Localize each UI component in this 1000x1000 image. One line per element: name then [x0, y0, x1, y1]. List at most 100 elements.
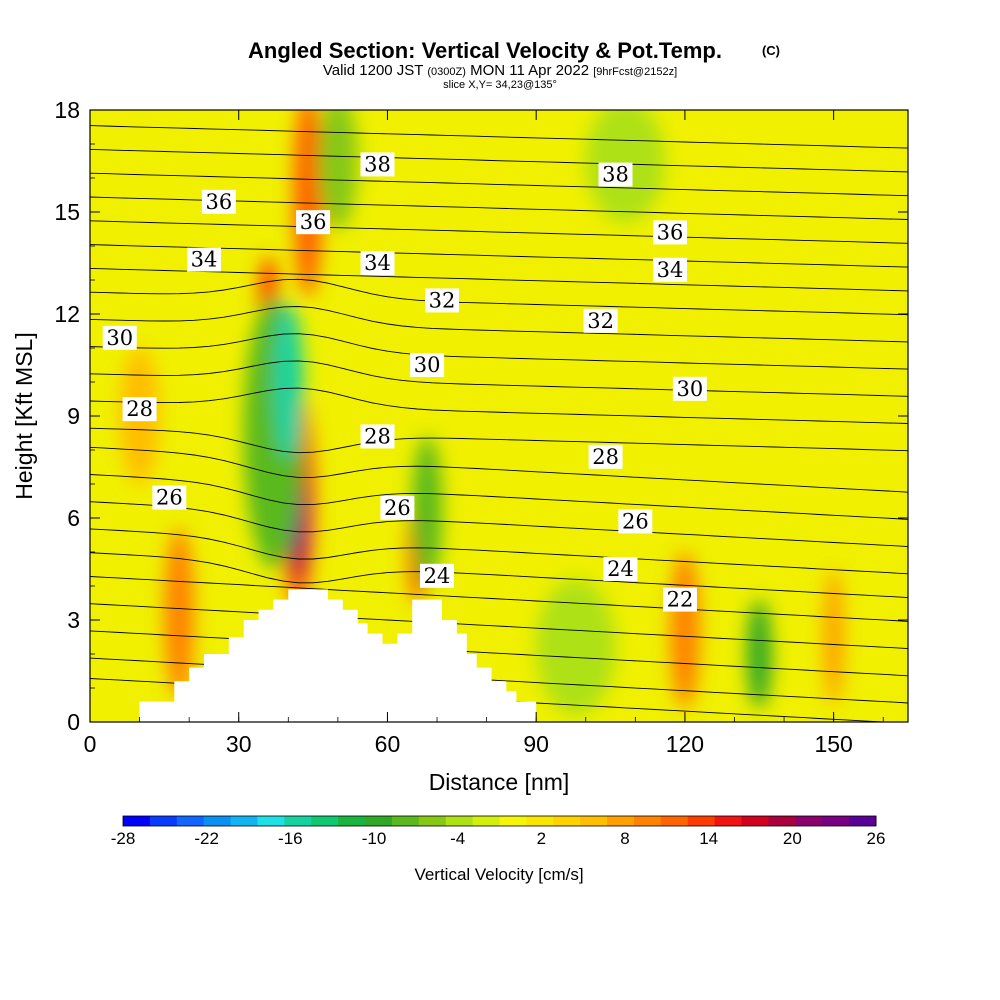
contour-label-box: [588, 444, 623, 469]
chart-title: Angled Section: Vertical Velocity & Pot.…: [248, 38, 722, 63]
contour-label-box: [152, 485, 187, 510]
colorbar-swatch: [607, 816, 635, 826]
y-tick-label: 6: [67, 505, 80, 531]
colorbar-tick-label: 8: [620, 829, 629, 848]
colorbar-swatch: [311, 816, 339, 826]
contour-line: [90, 552, 908, 599]
contour-label-text: 26: [156, 486, 183, 510]
contour-label: 30: [102, 325, 137, 350]
y-tick-label: 9: [67, 403, 80, 429]
velocity-cell: [293, 110, 324, 297]
contour-label-text: 30: [106, 326, 133, 350]
colorbar-tick-label: 26: [867, 829, 886, 848]
contour-label: 34: [653, 257, 688, 282]
velocity-cell: [670, 552, 700, 709]
contour-label-box: [410, 353, 445, 377]
chart-subtitle: Valid 1200 JST (0300Z) MON 11 Apr 2022 […: [323, 62, 677, 79]
subtitle-zulu: (0300Z): [427, 66, 466, 78]
contour-label-text: 38: [602, 163, 629, 187]
velocity-field: [119, 110, 844, 716]
colorbar-tick-label: -4: [450, 829, 465, 848]
contour-label: 24: [420, 563, 455, 588]
contour-label: 26: [380, 495, 415, 520]
contour-label: 28: [360, 424, 395, 449]
colorbar-swatch: [795, 816, 823, 826]
contour-label: 36: [653, 220, 688, 245]
contour-line: [90, 148, 908, 173]
contour-label-text: 32: [587, 309, 614, 333]
contour-label-box: [360, 424, 395, 449]
plot-area: 38 38 36 36 36 34 34 34 32 32 30 30 30 28 28 28 26 26 26 24…: [90, 110, 908, 722]
contour-label-box: [360, 152, 395, 177]
contour-label: 34: [360, 251, 395, 275]
colorbar-swatch: [849, 816, 877, 826]
colorbar-swatch: [472, 816, 500, 826]
colorbar-tick-label: -28: [111, 829, 136, 848]
y-axis-title: Height [Kft MSL]: [11, 332, 37, 499]
velocity-cell: [823, 569, 844, 705]
velocity-cell: [536, 579, 616, 716]
y-tick-label: 18: [54, 97, 80, 123]
subtitle-date: MON 11 Apr 2022: [470, 62, 589, 79]
contour-label-text: 36: [206, 190, 233, 214]
contour-label: 30: [672, 376, 707, 401]
contour-line: [90, 220, 908, 244]
colorbar: -28 -22 -16 -10 -4 2 8 14 20 26: [111, 815, 886, 848]
contour-line: [90, 172, 908, 197]
colorbar-swatch: [123, 816, 151, 826]
contour-label: 36: [201, 189, 236, 214]
contour-label-box: [360, 251, 395, 275]
colorbar-swatch: [633, 816, 662, 826]
colorbar-swatch: [660, 816, 689, 826]
colorbar-tick-label: -10: [362, 829, 387, 848]
colorbar-swatch: [553, 816, 581, 826]
colorbar-title: Vertical Velocity [cm/s]: [414, 865, 583, 884]
contour-label: 38: [360, 152, 395, 177]
contour-label: 26: [618, 509, 653, 534]
contour-label-box: [102, 325, 137, 350]
x-tick-label: 60: [375, 731, 401, 757]
contour-line: [90, 267, 908, 292]
contour-label-box: [420, 563, 455, 588]
contour-label: 30: [410, 353, 445, 377]
contour-label-text: 34: [657, 258, 684, 282]
contour-label-text: 34: [191, 248, 218, 272]
colorbar-swatch: [768, 816, 796, 826]
contour-label-text: 26: [384, 496, 411, 520]
subtitle-fcst: [9hrFcst@2152z]: [593, 66, 677, 78]
contour-line: [90, 446, 908, 493]
contour-line: [90, 427, 908, 454]
contour-line: [90, 360, 908, 397]
colorbar-swatch: [822, 816, 850, 826]
velocity-cell: [585, 110, 666, 223]
contour-label-text: 36: [657, 220, 684, 244]
contour-label-box: [618, 509, 653, 534]
colorbar-swatch: [230, 816, 258, 826]
contour-label-box: [598, 162, 633, 187]
colorbar-swatch: [176, 816, 205, 826]
contour-label-text: 28: [592, 445, 619, 469]
contour-label-box: [424, 288, 459, 313]
colorbar-tick-label: 2: [537, 829, 546, 848]
colorbar-swatch: [445, 816, 474, 826]
subtitle-prefix: Valid 1200 JST: [323, 62, 423, 79]
colorbar-swatch: [149, 816, 178, 826]
colorbar-swatch: [391, 816, 420, 826]
slice-label: slice X,Y= 34,23@135°: [443, 79, 557, 91]
contour-line: [90, 244, 908, 268]
colorbar-swatch: [580, 816, 608, 826]
contour-label: 32: [424, 288, 459, 313]
y-tick-label: 15: [54, 199, 80, 225]
colorbar-swatch: [418, 816, 447, 826]
colorbar-swatch: [257, 816, 285, 826]
contour-line: [90, 474, 908, 520]
contour-label: 28: [122, 397, 157, 422]
velocity-cell: [273, 303, 304, 461]
contour-label-text: 26: [622, 509, 649, 533]
contour-label: 34: [187, 247, 222, 272]
contour-label-box: [653, 220, 688, 245]
chart-title-unit: (C): [762, 43, 780, 58]
colorbar-swatch: [338, 816, 366, 826]
contour-label-text: 36: [300, 210, 327, 234]
